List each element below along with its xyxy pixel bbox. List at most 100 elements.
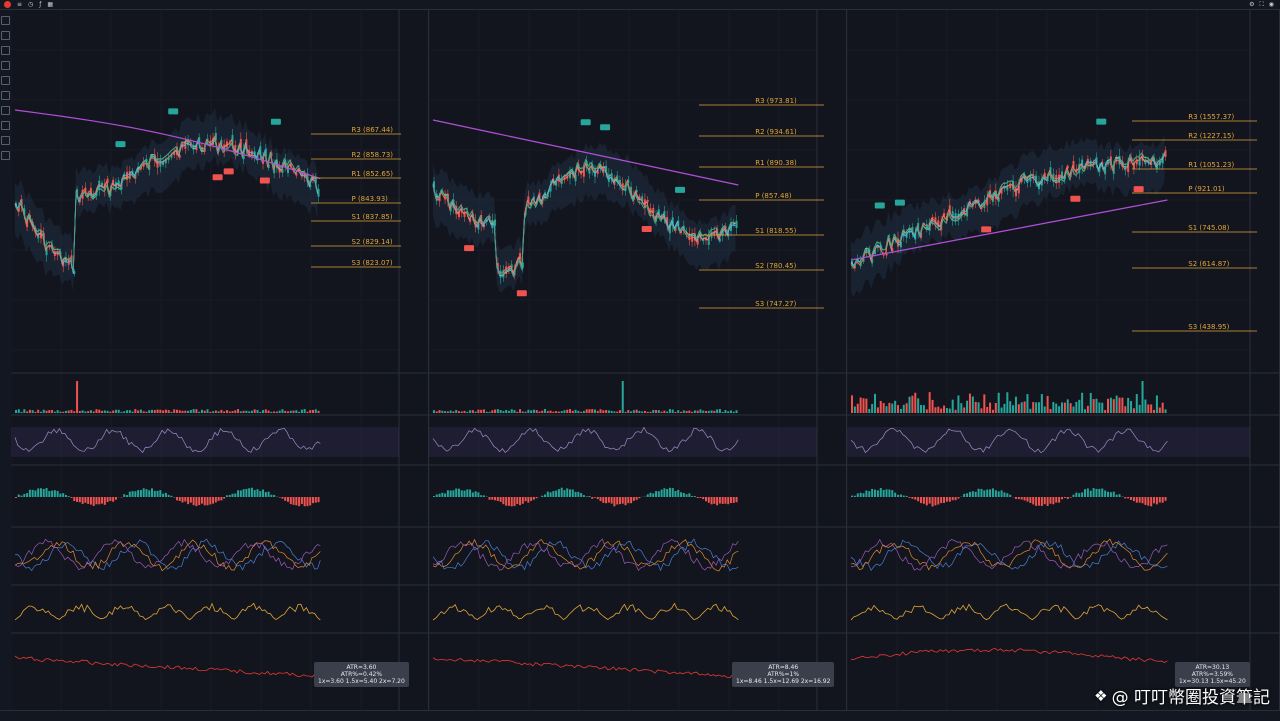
volume-bar [93, 411, 95, 413]
sell-signal-marker [1070, 196, 1080, 202]
volume-bar [563, 410, 565, 413]
volume-bar [40, 412, 42, 413]
macd-histogram-bar [262, 490, 264, 497]
lock-tool-icon[interactable] [1, 136, 10, 145]
cursor-tool-icon[interactable] [1, 16, 10, 25]
volume-bar [508, 411, 510, 413]
volume-bar [736, 410, 738, 413]
volume-bar [851, 395, 853, 413]
macd-histogram-bar [439, 494, 441, 497]
macd-histogram-bar [466, 489, 468, 497]
volume-bar [281, 409, 283, 413]
camera-icon[interactable]: ◉ [1269, 1, 1274, 9]
volume-bar [1009, 401, 1011, 413]
pivot-level-label: S3 (747.27) [755, 300, 796, 308]
volume-bar [140, 410, 142, 413]
volume-bar [727, 411, 729, 413]
volume-bar [57, 410, 59, 413]
macd-histogram-bar [295, 497, 297, 505]
macd-histogram-bar [572, 489, 574, 497]
tradingview-logo-icon [4, 1, 11, 8]
volume-bar [713, 411, 715, 413]
indicators-button[interactable]: ƒ [39, 1, 41, 8]
chart-svg-left[interactable]: R3 (867.44)R2 (858.73)R1 (852.65)P (843.… [11, 10, 429, 710]
macd-histogram-bar [533, 497, 535, 500]
watermark-text: @ 叮叮幣圈投資筆記 [1112, 683, 1270, 708]
macd-histogram-bar [992, 488, 994, 497]
macd-histogram-bar [666, 489, 668, 497]
macd-histogram-bar [137, 490, 139, 497]
macd-histogram-bar [522, 497, 524, 504]
candle [1165, 146, 1167, 160]
macd-histogram-bar [1006, 493, 1008, 497]
volume-bar [883, 403, 885, 413]
macd-histogram-bar [1084, 489, 1086, 497]
volume-bar [298, 412, 300, 413]
macd-histogram-bar [926, 497, 928, 505]
macd-histogram-bar [251, 488, 253, 497]
zoom-tool-icon[interactable] [1, 106, 10, 115]
text-tool-icon[interactable] [1, 76, 10, 85]
volume-bar [123, 411, 125, 413]
macd-histogram-bar [40, 488, 42, 497]
sell-signal-marker [224, 168, 234, 174]
macd-histogram-bar [975, 492, 977, 497]
volume-bar [605, 410, 607, 413]
volume-bar [461, 411, 463, 413]
top-toolbar: ≡ ◷ ƒ ▦ ⚙ ⛶ ◉ [0, 0, 1280, 10]
symbol-search-button[interactable]: ≡ [17, 1, 22, 8]
volume-bar [98, 410, 100, 413]
macd-histogram-bar [586, 496, 588, 497]
chart-svg-middle[interactable]: R3 (973.81)R2 (934.61)R1 (890.38)P (857.… [429, 10, 847, 710]
pivot-level-label: R3 (1557.37) [1188, 113, 1234, 121]
macd-histogram-bar [1038, 497, 1040, 506]
sell-signal-marker [517, 290, 527, 296]
chart-panel-middle[interactable]: R3 (973.81)R2 (934.61)R1 (890.38)P (857.… [429, 10, 847, 710]
volume-bar [1003, 404, 1005, 413]
chart-svg-right[interactable]: R3 (1557.37)R2 (1227.15)R1 (1051.23)P (9… [847, 10, 1280, 710]
volume-bar [480, 410, 482, 413]
chart-panel-left[interactable]: R3 (867.44)R2 (858.73)R1 (852.65)P (843.… [11, 10, 429, 710]
volume-bar [151, 410, 153, 413]
volume-bar [636, 410, 638, 413]
volume-bar [48, 410, 50, 413]
volume-bar [886, 406, 888, 413]
magnet-tool-icon[interactable] [1, 121, 10, 130]
fib-tool-icon[interactable] [1, 46, 10, 55]
macd-histogram-bar [511, 497, 513, 506]
volume-bar [865, 399, 867, 413]
pivot-level-label: R1 (852.65) [352, 170, 394, 178]
macd-histogram-bar [293, 497, 295, 505]
macd-histogram-bar [1029, 497, 1031, 503]
volume-bar [262, 410, 264, 413]
macd-histogram-bar [972, 491, 974, 497]
measure-tool-icon[interactable] [1, 91, 10, 100]
macd-histogram-bar [76, 497, 78, 502]
macd-histogram-bar [93, 497, 95, 506]
volume-bar [699, 409, 701, 413]
settings-icon[interactable]: ⚙ [1249, 1, 1254, 9]
volume-bar [79, 411, 81, 413]
sell-signal-marker [260, 178, 270, 184]
macd-histogram-bar [179, 497, 181, 501]
macd-histogram-bar [932, 497, 934, 506]
chart-panel-right[interactable]: R3 (1557.37)R2 (1227.15)R1 (1051.23)P (9… [847, 10, 1280, 710]
trendline-tool-icon[interactable] [1, 31, 10, 40]
volume-bar [458, 411, 460, 413]
brush-tool-icon[interactable] [1, 61, 10, 70]
buy-signal-marker [168, 108, 178, 114]
volume-bar [1061, 402, 1063, 413]
macd-histogram-bar [140, 490, 142, 497]
macd-histogram-bar [193, 497, 195, 505]
layout-button[interactable]: ▦ [47, 1, 53, 8]
trash-tool-icon[interactable] [1, 151, 10, 160]
atr-info-line: 1x=8.46 1.5x=12.69 2x=16.92 [736, 678, 830, 685]
interval-button[interactable]: ◷ [28, 1, 33, 8]
volume-bar [1127, 398, 1129, 413]
pivot-level-label: S2 (829.14) [352, 238, 393, 246]
macd-histogram-bar [212, 497, 214, 504]
fullscreen-icon[interactable]: ⛶ [1260, 1, 1264, 9]
volume-bar [511, 409, 513, 413]
volume-bar [145, 412, 147, 413]
volume-bar [475, 412, 477, 413]
